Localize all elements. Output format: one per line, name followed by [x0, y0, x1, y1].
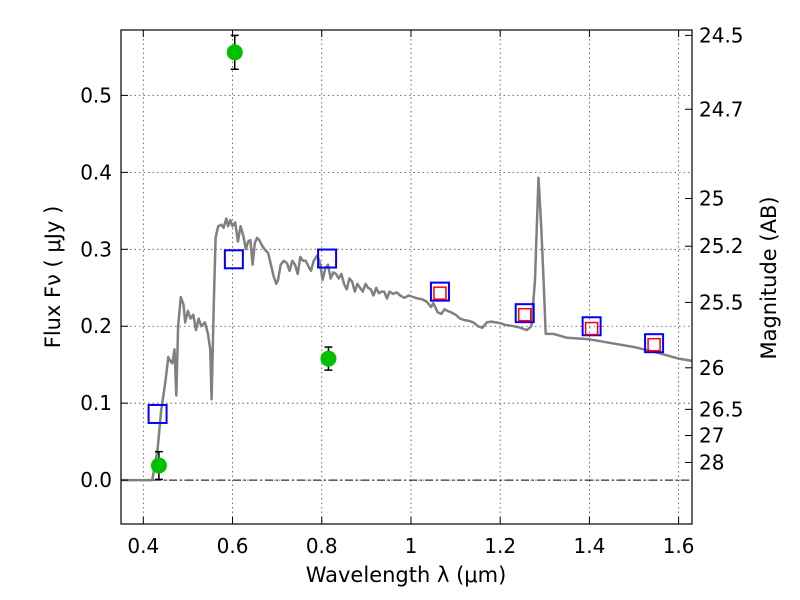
x-tick-label: 1.6: [663, 534, 695, 558]
mag-tick-label: 26.5: [699, 397, 744, 421]
series-layer: [121, 34, 693, 482]
model-photometry-square: [223, 249, 244, 270]
x-tick-label: 1.2: [484, 534, 516, 558]
mag-tick-label: 24.7: [699, 97, 744, 121]
model-photometry-square: [147, 403, 168, 424]
mag-tick-label: 28: [699, 450, 724, 474]
observed-flux-point: [150, 457, 167, 474]
observed-flux-point: [320, 350, 337, 367]
x-tick-label: 0.8: [306, 534, 338, 558]
x-tick-label: 0.6: [217, 534, 249, 558]
y-axis-label-right: Magnitude (AB): [757, 196, 781, 359]
model-photometry-square: [644, 333, 665, 354]
plot-frame: [120, 29, 693, 525]
observed-flux-point: [226, 44, 243, 61]
ticks-layer: 0.4 0.6 0.8 1 1.2 1.4 1.6 0.0 0.1 0.2 0.3 0.4 0.5 24.…: [80, 23, 743, 558]
model-photometry-square: [429, 281, 450, 302]
y-axis-label-left: Flux Fν ( μJy ): [41, 206, 65, 349]
y-tick-label: 0.1: [80, 391, 112, 415]
mag-tick-label: 26: [699, 356, 724, 380]
mag-tick-label: 25: [699, 187, 724, 211]
model-photometry-square: [317, 248, 338, 269]
model-sed-line: [121, 176, 693, 482]
model-photometry-inner-square: [517, 307, 532, 322]
model-photometry-inner-square: [433, 286, 447, 300]
model-photometry-inner-square: [647, 337, 661, 352]
y-tick-label: 0.2: [80, 314, 112, 338]
y-tick-label: 0.5: [80, 83, 112, 107]
x-tick-label: 1.4: [573, 534, 605, 558]
model-photometry-square: [514, 303, 535, 324]
model-photometry-inner-square: [584, 321, 599, 336]
mag-tick-label: 25.5: [699, 290, 744, 314]
mag-tick-label: 25.2: [699, 234, 744, 258]
y-tick-label: 0.4: [80, 160, 112, 184]
mag-tick-label: 24.5: [699, 23, 744, 47]
y-tick-label: 0.0: [80, 468, 112, 492]
x-tick-label: 1: [405, 534, 418, 558]
x-tick-label: 0.4: [127, 534, 159, 558]
y-tick-label: 0.3: [80, 237, 112, 261]
grid-layer: [121, 30, 692, 524]
mag-tick-label: 27: [699, 424, 724, 448]
x-axis-label: Wavelength λ (μm): [306, 563, 507, 587]
